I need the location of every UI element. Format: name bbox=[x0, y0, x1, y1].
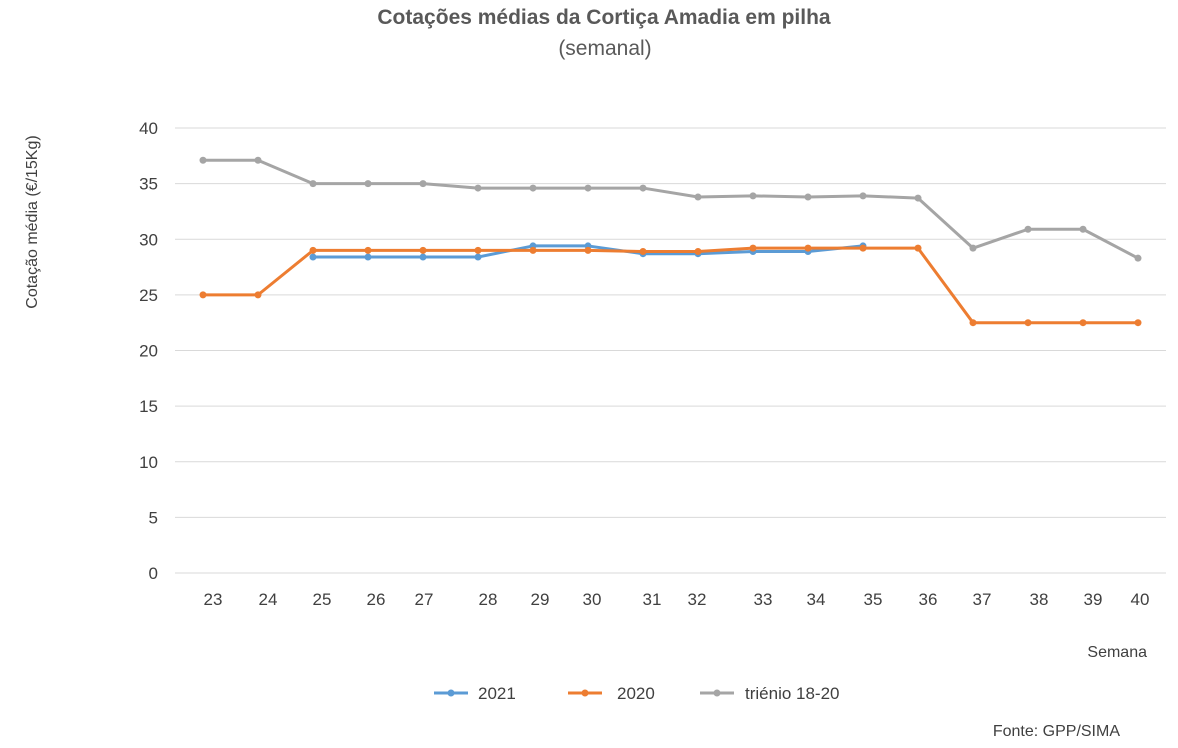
data-point bbox=[199, 291, 207, 299]
data-point bbox=[309, 180, 317, 188]
data-point bbox=[309, 246, 317, 254]
y-tick-label: 35 bbox=[139, 175, 158, 194]
x-tick-label: 26 bbox=[367, 590, 386, 609]
chart-subtitle: (semanal) bbox=[558, 37, 652, 60]
series-line bbox=[201, 246, 1140, 325]
data-point bbox=[474, 246, 482, 254]
x-tick-label: 37 bbox=[973, 590, 992, 609]
data-point bbox=[1134, 319, 1142, 327]
x-tick-label: 28 bbox=[479, 590, 498, 609]
y-tick-label: 10 bbox=[139, 453, 158, 472]
x-tick-label: 36 bbox=[919, 590, 938, 609]
x-tick-label: 40 bbox=[1131, 590, 1150, 609]
x-tick-label: 31 bbox=[643, 590, 662, 609]
gridlines bbox=[175, 127, 1166, 574]
x-tick-label: 25 bbox=[313, 590, 332, 609]
x-tick-label: 24 bbox=[259, 590, 278, 609]
x-axis-ticks: 23 24 25 26 27 28 29 30 31 32 33 34 35 36 37 38 39 40 bbox=[204, 590, 1150, 609]
y-tick-label: 25 bbox=[139, 286, 158, 305]
x-tick-label: 29 bbox=[531, 590, 550, 609]
chart-title: Cotações médias da Cortiça Amadia em pil… bbox=[377, 6, 831, 29]
y-axis-ticks: 0 5 10 15 20 25 30 35 40 bbox=[139, 119, 158, 583]
x-tick-label: 23 bbox=[204, 590, 223, 609]
legend-label: 2020 bbox=[617, 684, 655, 703]
data-point bbox=[529, 184, 537, 192]
x-axis-title: Semana bbox=[1087, 644, 1147, 661]
data-point bbox=[584, 246, 592, 254]
x-tick-label: 27 bbox=[415, 590, 434, 609]
data-point bbox=[309, 253, 317, 261]
data-point bbox=[859, 192, 867, 200]
data-point bbox=[1024, 319, 1032, 327]
data-point bbox=[914, 194, 922, 202]
data-point bbox=[584, 184, 592, 192]
data-point bbox=[694, 247, 702, 255]
x-tick-label: 38 bbox=[1030, 590, 1049, 609]
legend: 2021 2020 triénio 18-20 bbox=[434, 684, 840, 703]
data-point bbox=[914, 244, 922, 252]
data-point bbox=[254, 156, 262, 164]
series-line bbox=[201, 158, 1140, 260]
legend-marker bbox=[447, 689, 455, 697]
series-triénio-18-20 bbox=[199, 156, 1142, 262]
x-tick-label: 34 bbox=[807, 590, 826, 609]
y-tick-label: 0 bbox=[149, 564, 158, 583]
data-point bbox=[749, 192, 757, 200]
data-point bbox=[474, 184, 482, 192]
data-point bbox=[1024, 225, 1032, 233]
data-point bbox=[254, 291, 262, 299]
data-point bbox=[1134, 254, 1142, 262]
data-point bbox=[969, 244, 977, 252]
data-point bbox=[969, 319, 977, 327]
y-tick-label: 20 bbox=[139, 342, 158, 361]
y-tick-label: 5 bbox=[149, 508, 158, 527]
data-point bbox=[804, 193, 812, 201]
data-point bbox=[364, 253, 372, 261]
data-point bbox=[804, 244, 812, 252]
y-tick-label: 30 bbox=[139, 230, 158, 249]
y-tick-label: 15 bbox=[139, 397, 158, 416]
data-point bbox=[364, 180, 372, 188]
x-tick-label: 33 bbox=[754, 590, 773, 609]
legend-label: triénio 18-20 bbox=[745, 684, 840, 703]
legend-marker bbox=[581, 689, 589, 697]
data-point bbox=[639, 247, 647, 255]
data-point bbox=[474, 253, 482, 261]
data-point bbox=[364, 246, 372, 254]
x-tick-label: 39 bbox=[1084, 590, 1103, 609]
data-point bbox=[859, 244, 867, 252]
y-tick-label: 40 bbox=[139, 119, 158, 138]
data-point bbox=[639, 184, 647, 192]
y-axis-title: Cotação média (€/15Kg) bbox=[24, 135, 41, 308]
data-point bbox=[419, 180, 427, 188]
data-point bbox=[199, 156, 207, 164]
data-point bbox=[1079, 225, 1087, 233]
data-point bbox=[749, 244, 757, 252]
series-lines bbox=[199, 156, 1142, 327]
x-tick-label: 32 bbox=[688, 590, 707, 609]
legend-label: 2021 bbox=[478, 684, 516, 703]
data-point bbox=[1079, 319, 1087, 327]
data-point bbox=[694, 193, 702, 201]
series-2020 bbox=[199, 244, 1142, 327]
legend-marker bbox=[713, 689, 721, 697]
x-tick-label: 30 bbox=[583, 590, 602, 609]
data-point bbox=[529, 246, 537, 254]
source-note: Fonte: GPP/SIMA bbox=[993, 723, 1120, 740]
data-point bbox=[419, 246, 427, 254]
data-point bbox=[419, 253, 427, 261]
x-tick-label: 35 bbox=[864, 590, 883, 609]
